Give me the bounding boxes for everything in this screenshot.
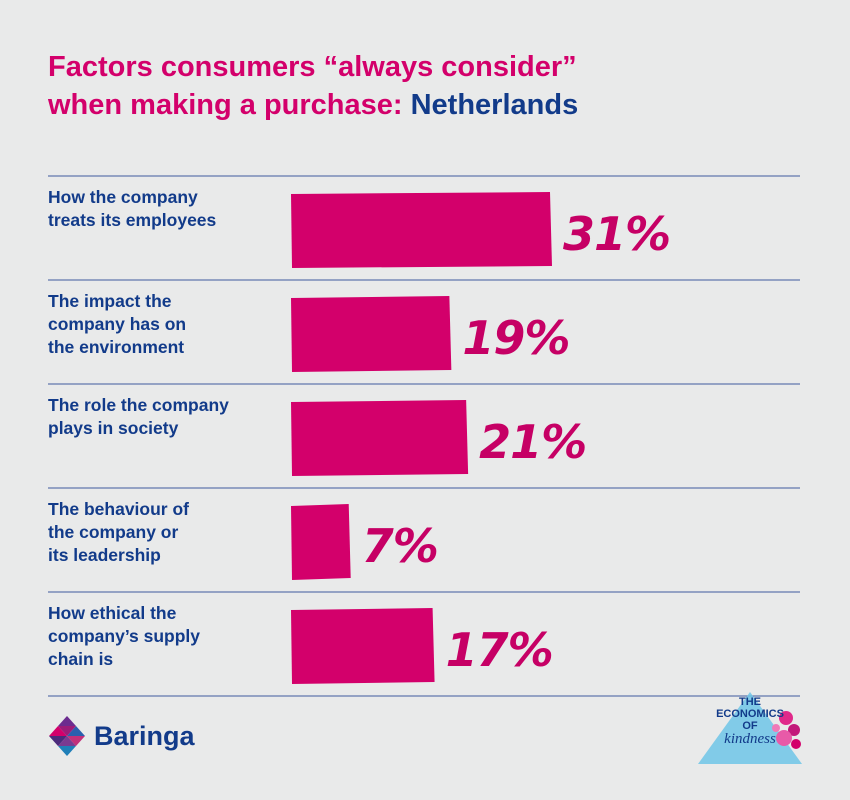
bar xyxy=(291,296,452,372)
category-label-line: company has on xyxy=(48,314,186,334)
category-label-line: plays in society xyxy=(48,418,179,438)
bar xyxy=(291,504,351,580)
bar xyxy=(291,608,435,684)
badge-line-4: kindness xyxy=(724,731,776,747)
badge-line-2: ECONOMICS xyxy=(716,708,784,720)
category-label-line: chain is xyxy=(48,649,113,669)
category-label-line: The role the company xyxy=(48,395,229,415)
baringa-logo-icon xyxy=(49,716,85,756)
category-label: The role the company plays in society xyxy=(48,395,229,438)
value-label: 17% xyxy=(446,623,553,677)
bar xyxy=(291,192,552,268)
category-label-line: treats its employees xyxy=(48,210,217,230)
category-label-line: The behaviour of xyxy=(48,499,189,519)
category-label-line: How the company xyxy=(48,187,198,207)
title-line-1: Factors consumers “always consider” xyxy=(48,51,577,83)
title-line-2: when making a purchase: xyxy=(48,89,411,121)
economics-of-kindness-badge: THE ECONOMICS OF kindness xyxy=(690,688,810,768)
category-label-line: The impact the xyxy=(48,291,172,311)
category-label: The impact the company has on the environm… xyxy=(48,291,186,357)
category-label-line: company’s supply xyxy=(48,626,200,646)
value-label: 7% xyxy=(362,519,438,573)
category-label: How ethical the company’s supply chain is xyxy=(48,603,200,669)
category-label-line: How ethical the xyxy=(48,603,177,623)
badge-line-3: OF xyxy=(742,720,758,732)
category-label: The behaviour of the company or its leader… xyxy=(48,499,189,565)
brand-name: Baringa xyxy=(94,720,195,751)
badge-line-1: THE xyxy=(739,696,761,708)
category-label-line: the company or xyxy=(48,522,178,542)
chart-title: Factors consumers “always consider” when … xyxy=(48,48,808,124)
value-label: 31% xyxy=(563,207,670,261)
category-label-line: its leadership xyxy=(48,545,161,565)
title-country: Netherlands xyxy=(410,89,579,121)
value-label: 21% xyxy=(479,415,586,469)
bar xyxy=(291,400,469,476)
badge-icon xyxy=(698,692,802,764)
value-label: 19% xyxy=(462,311,569,365)
baringa-logo: Baringa xyxy=(48,716,195,756)
category-label-line: the environment xyxy=(48,337,184,357)
category-label: How the company treats its employees xyxy=(48,187,217,230)
